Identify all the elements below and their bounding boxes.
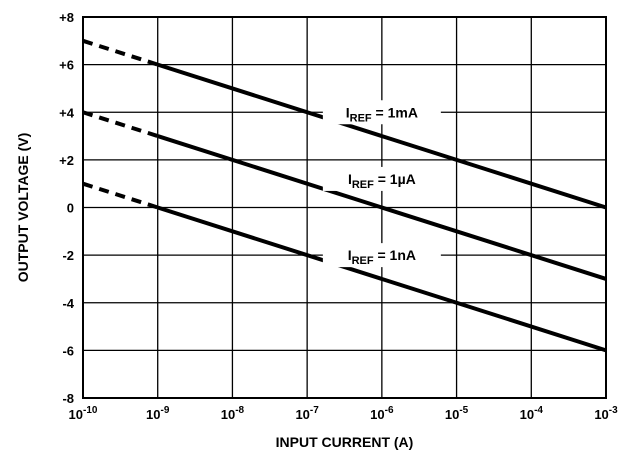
series-extrapolated-line xyxy=(82,38,159,67)
y-tick-label: +8 xyxy=(59,10,74,25)
y-tick-label: -4 xyxy=(62,296,74,311)
series-label: IREF = 1µA xyxy=(348,171,416,191)
x-tick-label: 10-3 xyxy=(594,405,618,422)
series-extrapolated-line xyxy=(82,110,159,138)
series-line xyxy=(157,134,607,281)
x-tick-label: 10-9 xyxy=(146,405,170,422)
y-tick-label: -8 xyxy=(62,391,74,406)
plot-frame xyxy=(82,16,607,399)
series-label-background xyxy=(322,243,441,268)
y-tick-label: +2 xyxy=(59,153,74,168)
x-tick-label: 10-8 xyxy=(221,405,245,422)
x-tick-label: 10-7 xyxy=(295,405,319,422)
series-label: IREF = 1mA xyxy=(346,104,418,124)
series-line xyxy=(157,62,607,210)
series-label-background xyxy=(322,166,441,191)
series-label-background xyxy=(322,100,441,125)
series-label: IREF = 1nA xyxy=(348,247,416,267)
y-tick-label: 0 xyxy=(67,201,74,216)
series-line xyxy=(157,205,607,353)
y-tick-label: -6 xyxy=(62,343,74,358)
x-axis-ticks: 10-10 10-9 10-8 10-7 10-6 10-5 10-4 10-3 xyxy=(69,405,619,422)
series-labels: IREF = 1mA IREF = 1µA IREF = 1nA xyxy=(322,100,441,268)
x-tick-label: 10-10 xyxy=(69,405,98,422)
x-tick-label: 10-4 xyxy=(520,405,544,422)
x-axis-label: INPUT CURRENT (A) xyxy=(276,434,414,450)
y-tick-label: +6 xyxy=(59,58,74,73)
y-tick-label: -2 xyxy=(62,248,74,263)
y-tick-label: +4 xyxy=(59,105,75,120)
x-tick-label: 10-5 xyxy=(445,405,469,422)
y-axis-label: OUTPUT VOLTAGE (V) xyxy=(15,133,31,283)
series-lines xyxy=(82,38,607,353)
x-tick-label: 10-6 xyxy=(370,405,394,422)
y-axis-ticks: +8 +6 +4 +2 0 -2 -4 -6 -8 xyxy=(59,10,75,406)
series-extrapolated-line xyxy=(82,181,159,210)
